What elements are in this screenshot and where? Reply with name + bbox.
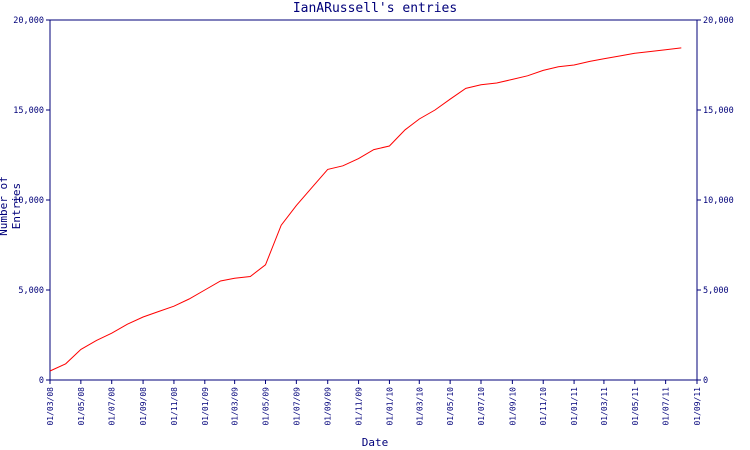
- x-tick-label: 01/09/09: [324, 387, 333, 426]
- x-tick-label: 01/01/11: [570, 387, 579, 426]
- y-tick-label-left: 20,000: [13, 16, 44, 26]
- x-tick-label: 01/11/08: [170, 387, 179, 426]
- x-tick-label: 01/05/11: [631, 387, 640, 426]
- y-axis-right: 0 5,000 10,000 15,000 20,000: [697, 16, 734, 386]
- y-tick-label-right: 10,000: [703, 196, 734, 206]
- x-tick-label: 01/05/09: [261, 387, 270, 426]
- x-tick-label: 01/03/10: [415, 387, 424, 426]
- plot-area-frame: [49, 19, 698, 381]
- y-tick-label-left: 15,000: [13, 106, 44, 116]
- x-tick-label: 01/03/08: [46, 387, 55, 426]
- x-tick-label: 01/07/08: [108, 387, 117, 426]
- y-tick-label-right: 15,000: [703, 106, 734, 116]
- x-tick-label: 01/01/09: [201, 387, 210, 426]
- series-layer: [49, 47, 682, 372]
- y-tick-label-right: 20,000: [703, 16, 734, 26]
- y-tick-label-right: 0: [703, 376, 708, 386]
- entries-line: [49, 47, 682, 372]
- x-tick-label: 01/09/08: [139, 387, 148, 426]
- x-tick-label: 01/07/11: [662, 387, 671, 426]
- x-tick-label: 01/05/10: [446, 387, 455, 426]
- x-tick-label: 01/05/08: [77, 387, 86, 426]
- x-tick-label: 01/09/10: [508, 387, 517, 426]
- x-tick-label: 01/11/10: [539, 387, 548, 426]
- x-tick-label: 01/03/09: [231, 387, 240, 426]
- x-tick-label: 01/01/10: [385, 387, 394, 426]
- chart-title: IanARussell's entries: [292, 1, 458, 16]
- y-tick-label-right: 5,000: [703, 286, 729, 296]
- y-tick-label-left: 5,000: [18, 286, 44, 296]
- x-tick-label: 01/03/11: [600, 387, 609, 426]
- x-axis-label: Date: [361, 436, 389, 449]
- y-tick-label-left: 0: [39, 376, 44, 386]
- x-axis: 01/03/08 01/05/08 01/07/08 01/09/08 01/11/08…: [46, 380, 702, 426]
- x-tick-label: 01/07/09: [292, 387, 301, 426]
- y-tick-label-left: 10,000: [13, 196, 44, 206]
- x-tick-label: 01/11/09: [355, 387, 364, 426]
- y-axis-left: 0 5,000 10,000 15,000 20,000: [13, 16, 50, 386]
- x-tick-label: 01/09/11: [693, 387, 702, 426]
- x-tick-label: 01/07/10: [477, 387, 486, 426]
